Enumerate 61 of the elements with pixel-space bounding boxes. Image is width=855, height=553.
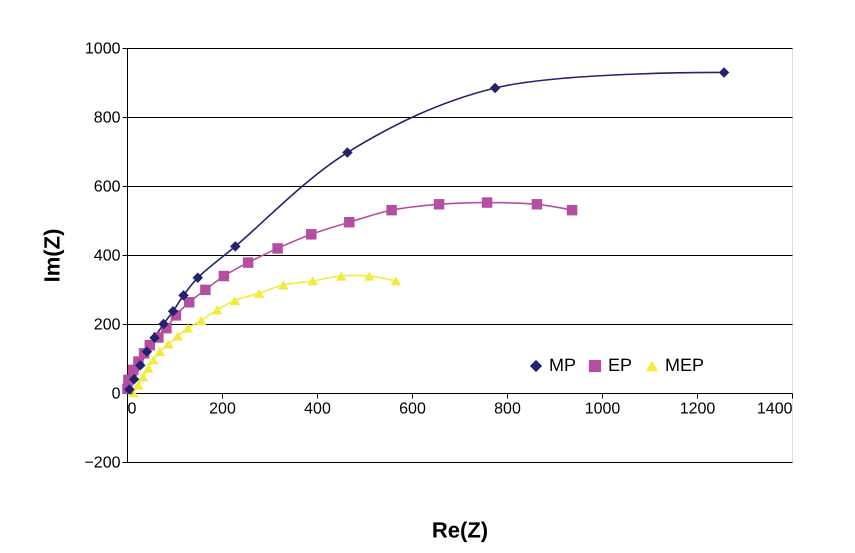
point xyxy=(390,276,402,286)
point xyxy=(178,290,189,301)
x-tick-label: 400 xyxy=(304,400,331,418)
point xyxy=(143,364,154,373)
point xyxy=(168,306,178,316)
point xyxy=(230,296,240,306)
x-tick-label: 800 xyxy=(494,400,521,418)
point xyxy=(158,318,169,330)
point xyxy=(230,241,241,252)
point xyxy=(718,67,730,78)
point xyxy=(532,199,542,210)
legend-label: MEP xyxy=(665,355,704,375)
y-tick-label: −200 xyxy=(84,454,121,472)
point xyxy=(386,204,397,216)
point xyxy=(149,332,160,344)
x-axis-title: Re(Z) xyxy=(432,518,488,542)
point xyxy=(364,272,374,281)
point xyxy=(254,288,264,298)
point xyxy=(306,229,317,240)
legend-label: MP xyxy=(549,355,576,375)
point xyxy=(434,199,444,210)
point xyxy=(278,280,289,290)
point xyxy=(142,346,152,357)
legend-label: EP xyxy=(608,355,632,375)
point xyxy=(128,374,140,384)
point xyxy=(482,197,492,208)
point xyxy=(342,147,353,158)
point xyxy=(242,257,254,268)
point xyxy=(336,272,346,281)
point xyxy=(200,284,211,296)
y-tick-label: 600 xyxy=(94,178,121,196)
x-tick-label: 1200 xyxy=(680,400,716,418)
point xyxy=(218,270,230,282)
y-tick-label: 200 xyxy=(94,316,121,334)
y-tick-label: 1000 xyxy=(84,40,121,58)
point xyxy=(163,339,174,349)
x-tick-label: 0 xyxy=(128,400,136,418)
point xyxy=(148,355,158,364)
point xyxy=(490,82,500,94)
point xyxy=(154,347,166,356)
point xyxy=(133,380,144,390)
y-tick-label: 400 xyxy=(94,248,121,264)
point xyxy=(196,316,206,326)
point xyxy=(344,216,355,228)
point xyxy=(192,272,204,284)
x-tick-label: 200 xyxy=(209,400,236,418)
y-axis-title: Im(Z) xyxy=(39,228,64,282)
point xyxy=(184,297,194,308)
point xyxy=(566,204,578,216)
x-tick-label: 1000 xyxy=(584,400,620,418)
x-tick-label: 1400 xyxy=(756,400,793,418)
y-tick-label: 800 xyxy=(94,110,121,126)
point xyxy=(138,372,148,382)
point xyxy=(307,276,318,286)
point xyxy=(135,360,146,371)
point xyxy=(182,324,194,333)
point xyxy=(272,243,283,254)
point xyxy=(172,332,184,341)
y-tick-label: 0 xyxy=(112,386,121,402)
point xyxy=(212,305,222,314)
x-tick-label: 600 xyxy=(399,400,426,418)
